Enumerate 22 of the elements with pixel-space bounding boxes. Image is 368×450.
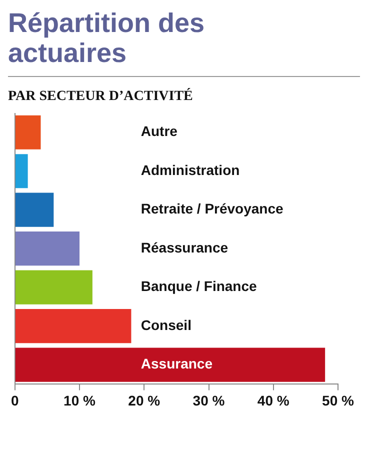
bar: [15, 154, 28, 188]
x-tick-label: 10 %: [64, 392, 96, 408]
bar: [15, 309, 132, 344]
y-tick-label: Réassurance: [140, 239, 228, 256]
x-tick-label: 0: [10, 392, 19, 408]
bar: [15, 270, 92, 304]
x-tick-label: 50 %: [322, 392, 354, 408]
bar: [15, 115, 41, 150]
y-tick-label: Banque / Finance: [140, 278, 258, 294]
bar: [15, 232, 80, 266]
y-tick-label: Assurance: [140, 356, 213, 372]
chart-title: Répartition des actuaires: [8, 0, 360, 77]
x-tick-label: 20 %: [128, 392, 161, 408]
y-tick-label: Conseil: [140, 316, 192, 333]
x-tick-label: 40 %: [257, 392, 290, 408]
y-tick-label: Administration: [140, 162, 240, 178]
y-tick-label: Retraite / Prévoyance: [140, 200, 284, 217]
bar: [15, 348, 326, 382]
x-tick-label: 30 %: [192, 392, 226, 408]
y-tick-label: Autre: [140, 123, 178, 140]
bar: [15, 192, 54, 227]
chart-subtitle: PAR SECTEUR D’ACTIVITÉ: [8, 89, 194, 105]
